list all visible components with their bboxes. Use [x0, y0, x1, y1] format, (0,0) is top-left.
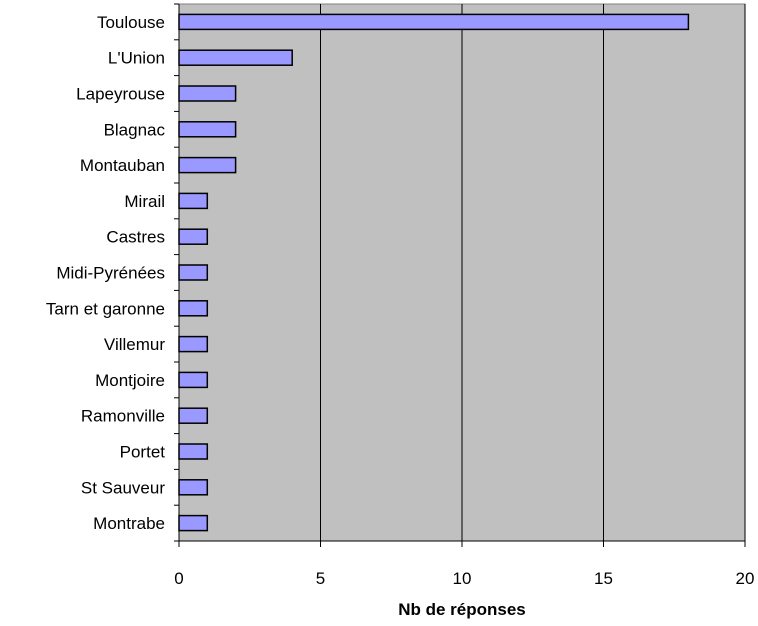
category-label: Ramonville — [81, 407, 165, 426]
bar — [178, 443, 209, 460]
category-label: St Sauveur — [81, 478, 165, 497]
x-tick-label: 5 — [316, 569, 325, 588]
labels: 0 5 10 15 20 Toulouse L'Union Lapeyrouse Blagnac… — [46, 13, 755, 588]
gridlines — [320, 4, 746, 541]
bar — [178, 479, 209, 496]
category-label: L'Union — [108, 49, 165, 68]
bar — [178, 407, 209, 424]
x-axis-title: Nb de réponses — [398, 600, 526, 619]
category-label: Montjoire — [95, 371, 165, 390]
bar — [178, 13, 690, 31]
category-label: Toulouse — [97, 13, 165, 32]
category-label: Mirail — [124, 192, 165, 211]
bar — [178, 192, 209, 210]
category-label: Blagnac — [104, 120, 166, 139]
bar — [178, 49, 293, 66]
category-label: Castres — [106, 228, 165, 247]
category-label: Montauban — [80, 156, 165, 175]
category-label: Midi-Pyrénées — [56, 264, 165, 283]
category-label: Portet — [120, 443, 166, 462]
bar — [178, 514, 209, 532]
bar — [178, 264, 209, 281]
category-label: Villemur — [104, 335, 165, 354]
x-tick-label: 15 — [594, 569, 613, 588]
x-tick-label: 10 — [453, 569, 472, 588]
x-tick-label: 0 — [174, 569, 183, 588]
axes — [174, 3, 746, 547]
bar — [178, 335, 209, 353]
bar — [178, 156, 237, 174]
bar — [178, 371, 209, 389]
bar — [178, 228, 209, 245]
bar — [178, 85, 237, 102]
category-label: Montrabe — [93, 514, 165, 533]
bar — [178, 121, 237, 138]
category-label: Tarn et garonne — [46, 299, 165, 318]
x-tick-label: 20 — [736, 569, 755, 588]
bar — [178, 300, 209, 317]
category-label: Lapeyrouse — [76, 85, 165, 104]
